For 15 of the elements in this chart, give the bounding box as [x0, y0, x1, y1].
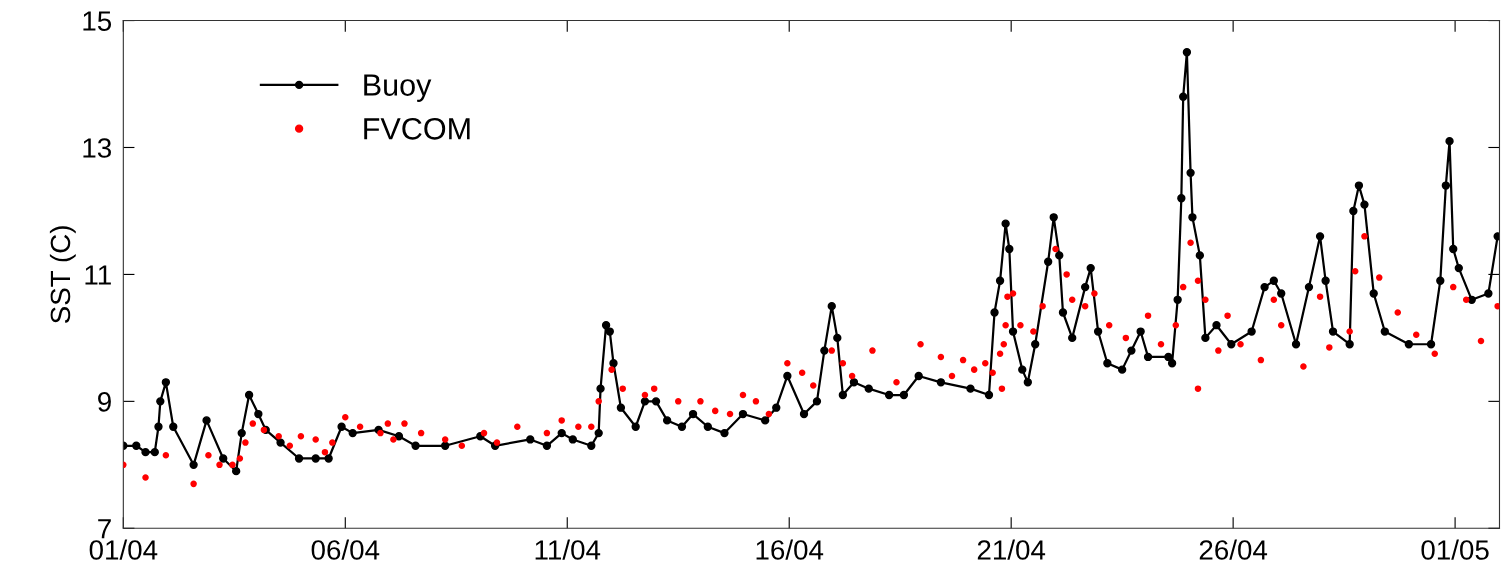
x-tick-label: 01/05 [1421, 539, 1489, 560]
x-tick-label: 21/04 [977, 539, 1046, 560]
y-tick-label: 11 [85, 265, 111, 285]
x-tick-label: 11/04 [535, 539, 601, 560]
y-tick-label: 15 [83, 11, 112, 31]
x-tick-label: 01/04 [89, 539, 158, 560]
x-tick-label: 26/04 [1199, 539, 1268, 560]
y-tick-label: 9 [98, 392, 111, 412]
y-tick-label: 7 [98, 519, 111, 539]
y-axis-title: SST (C) [49, 226, 76, 324]
x-tick-label: 06/04 [311, 539, 380, 560]
legend-label: FVCOM [364, 118, 470, 140]
y-tick-label: 13 [83, 138, 111, 158]
x-tick-label: 16/04 [756, 539, 824, 560]
legend-label: Buoy [364, 74, 432, 102]
